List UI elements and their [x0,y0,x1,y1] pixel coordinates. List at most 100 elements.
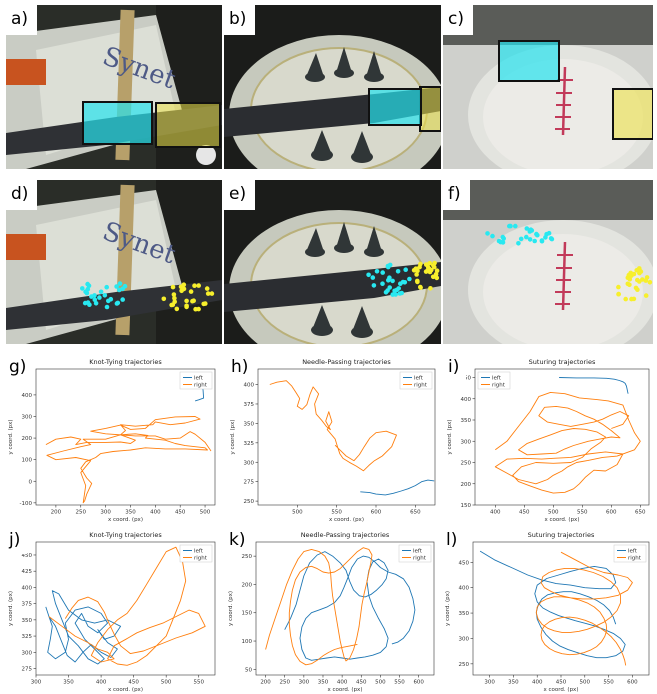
cyan-keypoint [117,281,123,286]
trajectory-plot: Needle-Passing trajectories 200 250 300 350 4… [228,531,435,693]
cyan-keypoint [120,297,125,302]
panel-label-c: c) [443,5,473,35]
x-tick-label: 500 [200,510,211,516]
yellow-keypoint [423,269,429,274]
cyan-keypoint [366,272,371,278]
chart-h: Needle-Passing trajectories 500 550 600 650 2… [228,355,441,523]
x-tick-label: 450 [519,510,530,516]
trajectory-plot: Knot-Tying trajectories 300 350 400 450 500 55… [8,531,216,693]
yellow-keypoint [423,262,429,267]
x-tick-label: 300 [484,680,495,686]
panel-label-b: b) [224,5,256,35]
series-left-line [45,590,122,665]
cyan-keypoint [399,290,404,296]
y-axis-label: y coord. (px) [8,591,14,626]
cyan-keypoint [89,294,94,299]
cyan-keypoint [370,275,376,280]
x-tick-label: 450 [356,680,367,686]
cyan-keypoint [513,223,518,229]
cyan-keypoint [97,295,102,300]
x-tick-label: 600 [606,510,617,516]
y-tick-label: 300 [459,636,470,642]
x-tick-label: 300 [100,510,111,516]
yellow-keypoint [193,306,198,312]
cyan-keypoint [407,276,412,282]
suturing-scene [443,5,653,169]
yellow-keypoint [627,277,633,282]
panel-label-l: l) [443,528,465,554]
x-tick-label: 400 [150,510,161,516]
yellow-keypoint [637,266,642,271]
cyan-keypoint [508,223,513,229]
x-tick-label: 400 [337,680,348,686]
panel-label-k: k) [226,528,253,554]
cyan-keypoint [85,281,90,287]
photo-panel-f: f) [443,180,653,344]
chart-j: Knot-Tying trajectories 300 350 400 450 500 55… [6,528,221,693]
x-tick-label: 250 [279,680,290,686]
cyan-keypoint [395,269,401,274]
photo-panel-d: d) Synet [6,180,222,344]
axes-frame [35,541,216,676]
x-tick-label: 200 [51,510,62,516]
series-left-line [479,550,626,659]
cyan-keypoint [98,289,104,295]
y-tick-label: 300 [244,460,255,466]
yellow-keypoint [190,298,195,304]
yellow-keypoint [209,291,215,296]
x-tick-label: 500 [548,510,559,516]
y-tick-label: 200 [22,436,33,442]
yellow-keypoint [192,283,197,288]
photo-panel-b: b) [224,5,441,169]
needle-passing-keypoints-scene [224,180,441,344]
y-tick-label: 350 [459,611,470,617]
chart-k: Needle-Passing trajectories 200 250 300 350 4… [226,528,440,693]
cyan-keypoint [402,280,408,285]
x-tick-label: 400 [490,510,501,516]
chart-title: Needle-Passing trajectories [301,531,390,539]
y-tick-label: 250 [244,499,255,505]
yellow-keypoint [171,292,177,297]
yellow-keypoint [625,281,631,287]
y-tick-label: 400 [461,397,472,403]
yellow-keypoint [640,277,645,282]
cyan-keypoint [114,301,120,306]
y-tick-label: 300 [22,414,33,420]
yellow-keypoint [184,298,189,304]
panel-label-g: g) [6,355,34,381]
yellow-keypoint [413,266,419,271]
series-right-line [45,416,212,504]
yellow-keypoint [430,274,436,280]
photo-panel-e: e) [224,180,441,344]
trajectory-plot: Suturing trajectories 400 450 500 550 600 650 1… [447,358,650,523]
cyan-keypoint [500,234,506,240]
cyan-keypoint [534,231,539,237]
cyan-keypoint [92,297,98,302]
y-tick-label: 300 [461,439,472,445]
x-tick-label: 500 [375,680,386,686]
legend-entry-right: right [194,383,208,389]
cyan-keypoint [380,281,385,286]
y-tick-label: 275 [244,480,255,486]
cyan-keypoint [529,228,535,233]
axes-frame [35,368,216,506]
legend-entry-left: left [414,376,424,382]
cyan-keypoint [380,270,385,275]
y-tick-label: 400 [22,585,33,591]
chart-l: Suturing trajectories 300 350 400 450 500 550 6… [443,528,655,693]
y-tick-label: 200 [461,482,472,488]
yellow-keypoint [616,284,621,290]
x-tick-label: 350 [125,510,136,516]
cyan-keypoint [385,263,391,269]
cyan-keypoint [539,238,545,243]
cyan-keypoint [396,286,401,291]
legend-entry-right: right [628,556,642,562]
chart-title: Needle-Passing trajectories [302,358,391,366]
knot-tying-keypoints-scene: Synet [6,180,222,344]
trajectory-plot: Needle-Passing trajectories 500 550 600 650 2… [230,358,436,523]
y-tick-label: 0 [29,479,33,485]
series-right-line [535,551,633,666]
yellow-keypoint [417,264,422,270]
cyan-keypoint [116,287,122,293]
x-tick-label: 550 [193,680,204,686]
